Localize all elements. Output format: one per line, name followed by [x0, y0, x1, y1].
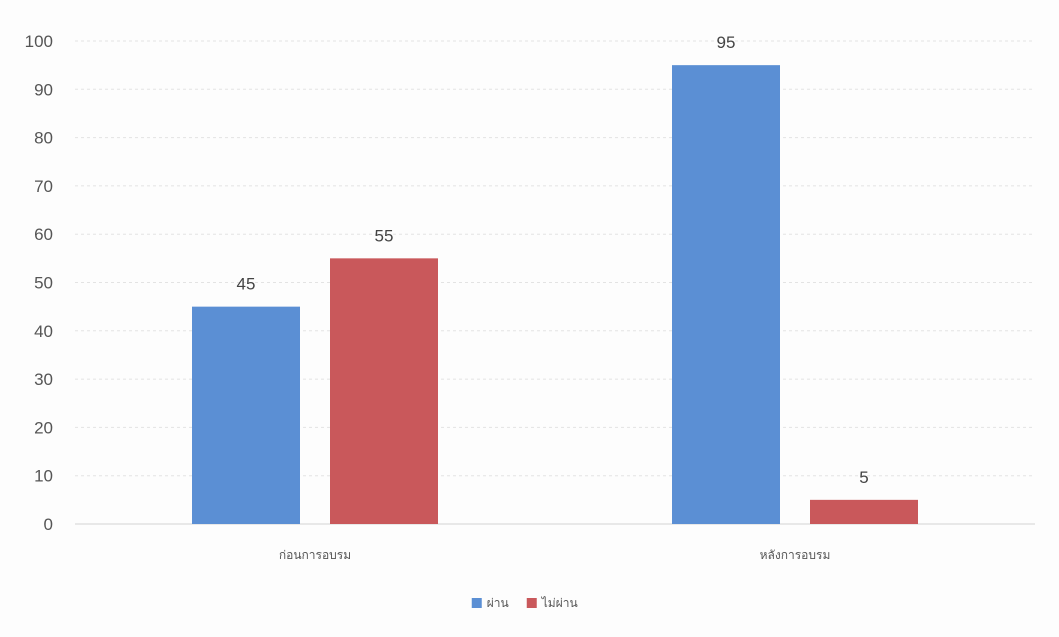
data-label: 45: [237, 275, 256, 294]
y-tick-label: 80: [34, 129, 53, 148]
y-tick-label: 90: [34, 80, 53, 99]
y-tick-label: 10: [34, 467, 53, 486]
category-label: ก่อนการอบรม: [279, 548, 351, 562]
y-tick-label: 20: [34, 418, 53, 437]
y-axis-ticks: 0 10 20 30 40 50 60 70 80 90 100: [25, 32, 53, 534]
data-label: 5: [859, 468, 868, 487]
y-tick-label: 70: [34, 177, 53, 196]
y-tick-label: 50: [34, 274, 53, 293]
category-labels: ก่อนการอบรม หลังการอบรม: [279, 548, 831, 562]
data-labels: 45 55 95 5: [237, 33, 869, 487]
bars: [192, 65, 918, 525]
y-tick-label: 40: [34, 322, 53, 341]
legend-label: ผ่าน: [487, 596, 509, 610]
y-tick-label: 0: [44, 515, 53, 534]
bar-fail-1: [810, 499, 918, 524]
y-tick-label: 30: [34, 370, 53, 389]
y-tick-label: 60: [34, 225, 53, 244]
bar-pass-1: [672, 65, 780, 525]
legend-label: ไม่ผ่าน: [541, 596, 578, 610]
data-label: 95: [717, 33, 736, 52]
bar-fail-0: [330, 258, 438, 524]
category-label: หลังการอบรม: [760, 548, 831, 562]
legend-swatch: [471, 598, 482, 608]
y-tick-label: 100: [25, 32, 53, 51]
legend: ผ่าน ไม่ผ่าน: [471, 596, 578, 610]
legend-swatch: [526, 598, 537, 608]
bar-pass-0: [192, 306, 300, 524]
gridlines: [75, 40, 1035, 525]
data-label: 55: [375, 226, 394, 245]
